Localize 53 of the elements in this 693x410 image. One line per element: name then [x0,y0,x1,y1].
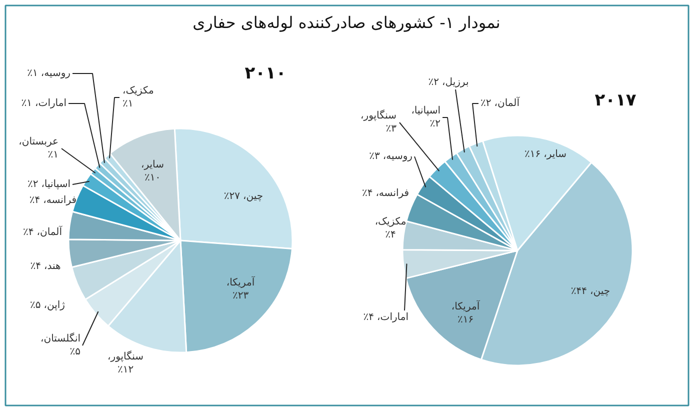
slice-label: چین، [243,191,264,202]
slice-label: روسیه، [40,68,71,79]
data-label: ۴٪ [362,188,373,199]
data-label: ۱۰٪ [144,172,161,184]
data-label: ۲٪ [428,77,440,88]
slice-label: امارات، [35,98,66,109]
slice-label: آلمان، [36,225,64,238]
slice-label: سنگاپور، [360,110,397,122]
slice-label: ژاپن، [44,300,66,311]
slice-label: اسپانیا، [41,179,70,190]
slice-label: روسیه، [382,151,413,162]
data-label: ۳٪ [369,151,380,162]
slice-label: انگلستان، [40,332,80,344]
data-label: ۴٪ [363,312,374,323]
data-label: ۴٪ [385,230,396,240]
data-label: ۱۶٪ [457,314,474,326]
data-label: ۲۳٪ [232,290,250,302]
data-label: ۲٪ [430,118,441,130]
data-label: ۳٪ [386,124,398,134]
slice-label: برزیل، [442,77,469,88]
chart-subtitle: ۲۰۱۰ [244,64,286,84]
slice-label: آمریکا، [226,276,256,288]
slice-label: مکزیک، [374,216,406,228]
slice-label: فرانسه، [43,195,77,206]
data-label: ۱٪ [27,68,38,79]
data-label: ۵٪ [30,300,41,311]
slice-label: مکزیک، [122,86,154,96]
data-label: ۲۷٪ [224,191,241,202]
data-label: ۴۴٪ [570,286,588,297]
data-label: ۱٪ [21,98,32,109]
data-label: ۱٪ [48,150,59,160]
data-label: ۵٪ [70,346,81,358]
data-label: ۲٪ [27,179,38,190]
slice-label: هند، [44,261,61,272]
slice-label: آمریکا، [451,300,481,312]
slice-label: فرانسه، [376,188,410,199]
data-label: ۴٪ [23,227,34,238]
slice-label: امارات، [377,312,408,323]
slice-label: سنگاپور، [108,350,144,362]
data-label: ۴٪ [29,195,40,206]
data-label: ۲٪ [480,98,492,109]
slice-label: آلمان، [494,96,521,109]
data-label: ۱۶٪ [524,149,541,160]
slice-label: سایر، [141,160,164,170]
slice-label: چین، [590,286,610,297]
slice-label: اسپانیا، [411,106,440,116]
slice-label: عربستان، [18,136,59,148]
text: نمودار ۱- کشورهای صادرکننده لوله‌های حفاری [192,13,500,32]
data-label: ۴٪ [30,261,41,272]
text: ۲۰۱۷ [594,90,637,110]
slice-label: سایر، [544,149,567,160]
data-label: ۱۲٪ [117,364,134,376]
data-label: ۱٪ [122,98,134,110]
